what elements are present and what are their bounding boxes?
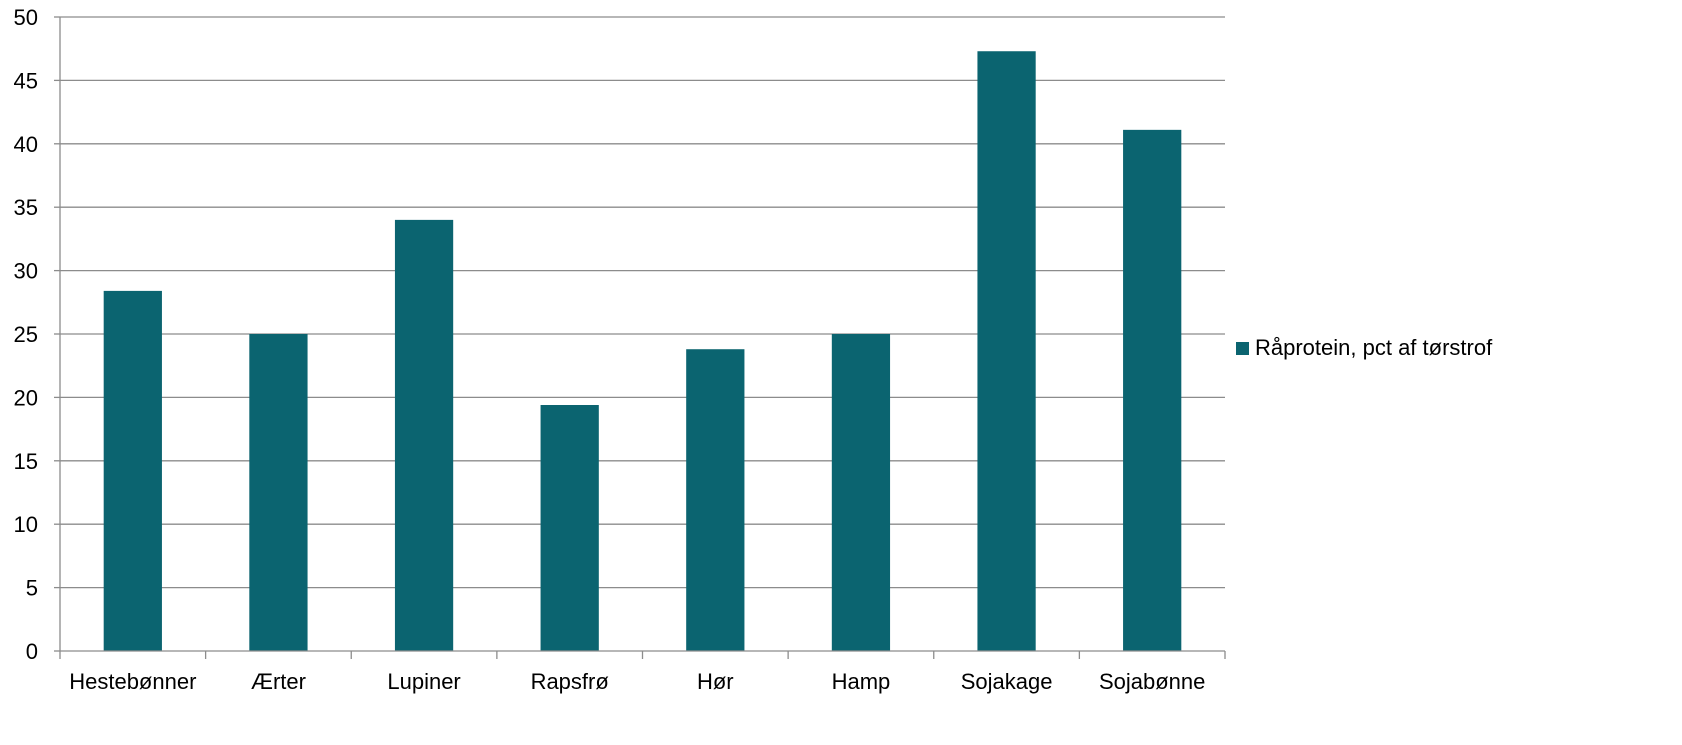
y-tick-label: 10 bbox=[14, 512, 38, 537]
x-tick-label: Hør bbox=[697, 669, 734, 694]
legend-label: Råprotein, pct af tørstrof bbox=[1255, 335, 1493, 360]
y-tick-label: 30 bbox=[14, 259, 38, 284]
bar bbox=[249, 334, 308, 651]
x-tick-label: Lupiner bbox=[387, 669, 460, 694]
y-tick-label: 0 bbox=[26, 639, 38, 664]
x-tick-labels: Hestebønner Ærter Lupiner Rapsfrø Hør Hamp Soj… bbox=[69, 669, 1205, 694]
y-tick-label: 5 bbox=[26, 576, 38, 601]
bar bbox=[540, 405, 599, 651]
gridlines bbox=[60, 16, 1225, 589]
x-tick-label: Sojakage bbox=[961, 669, 1053, 694]
bar bbox=[103, 290, 162, 651]
x-tick-label: Rapsfrø bbox=[531, 669, 609, 694]
x-tick-label: Ærter bbox=[251, 669, 306, 694]
y-tick-labels: 0 5 10 15 20 25 30 35 40 45 50 bbox=[14, 5, 38, 664]
y-tick-label: 20 bbox=[14, 385, 38, 410]
legend-swatch bbox=[1236, 342, 1249, 355]
bar bbox=[831, 334, 891, 651]
bar bbox=[977, 51, 1036, 651]
axes bbox=[54, 16, 1226, 659]
x-tick-label: Sojabønne bbox=[1099, 669, 1205, 694]
bar bbox=[394, 219, 454, 651]
bars bbox=[103, 51, 1182, 652]
x-tick-label: Hamp bbox=[832, 669, 891, 694]
y-tick-label: 50 bbox=[14, 5, 38, 30]
bar bbox=[1123, 129, 1182, 652]
bar bbox=[686, 349, 745, 651]
y-tick-label: 45 bbox=[14, 68, 38, 93]
y-tick-label: 25 bbox=[14, 322, 38, 347]
y-tick-label: 40 bbox=[14, 132, 38, 157]
y-tick-label: 35 bbox=[14, 195, 38, 220]
y-tick-label: 15 bbox=[14, 449, 38, 474]
x-tick-label: Hestebønner bbox=[69, 669, 196, 694]
legend: Råprotein, pct af tørstrof bbox=[1236, 335, 1493, 360]
